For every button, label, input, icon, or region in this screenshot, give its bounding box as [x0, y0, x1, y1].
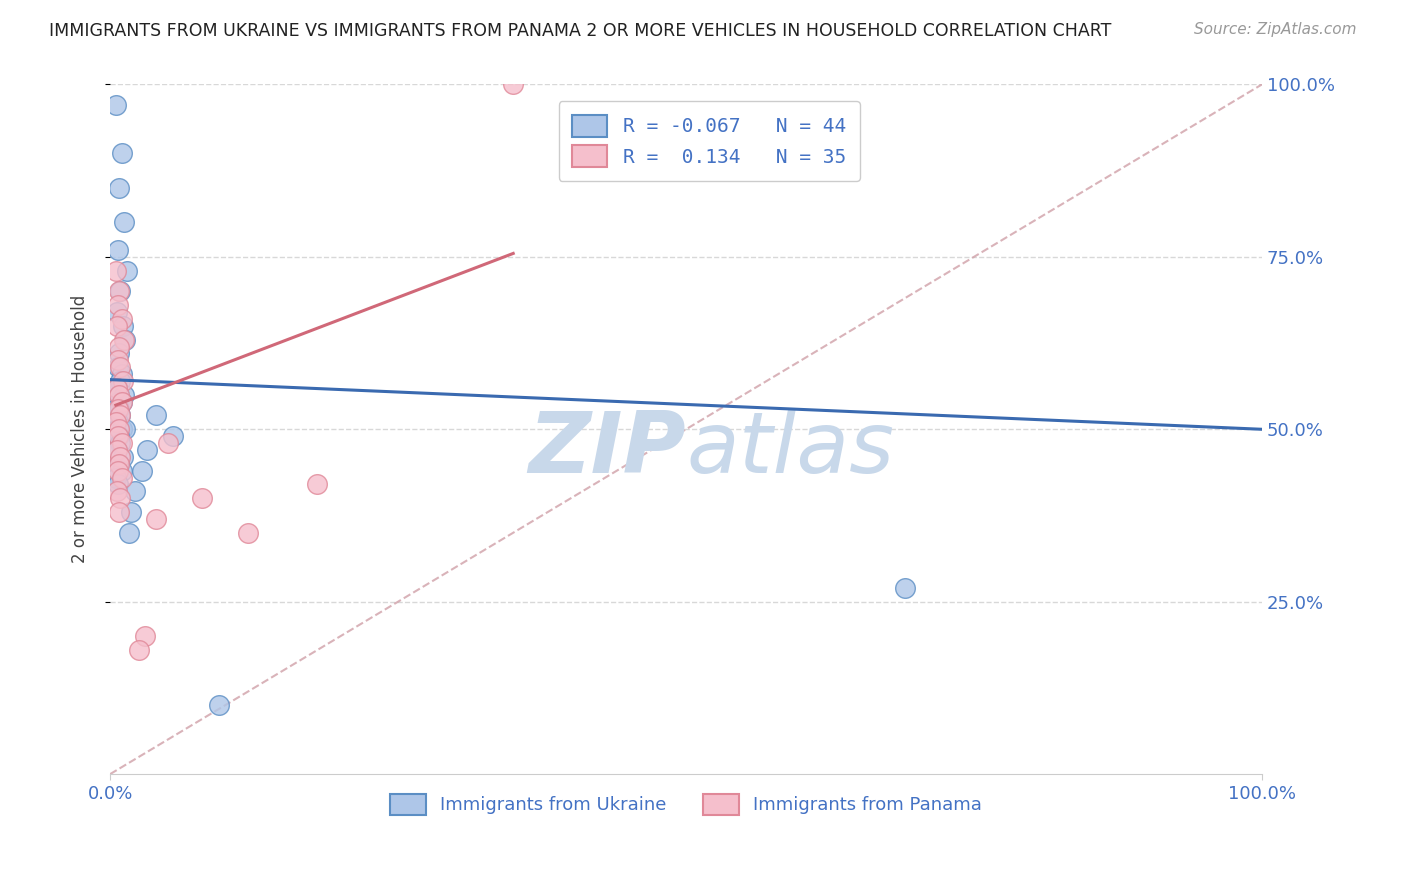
Point [110, 146, 132, 161]
Point [111, 450, 134, 464]
Point [110, 409, 132, 423]
Point [112, 388, 135, 402]
Point [110, 450, 132, 464]
Point [110, 312, 132, 326]
Point [208, 698, 231, 713]
Point [136, 442, 159, 457]
Point [124, 484, 146, 499]
Point [108, 285, 131, 299]
Text: Source: ZipAtlas.com: Source: ZipAtlas.com [1194, 22, 1357, 37]
Legend: Immigrants from Ukraine, Immigrants from Panama: Immigrants from Ukraine, Immigrants from… [381, 785, 991, 823]
Point [107, 429, 129, 443]
Point [105, 442, 128, 457]
Point [120, 505, 142, 519]
Point [110, 374, 132, 388]
Point [107, 353, 129, 368]
Point [104, 401, 127, 416]
Point [110, 360, 132, 375]
Point [107, 360, 129, 375]
Point [110, 285, 132, 299]
Point [134, 629, 156, 643]
Point [108, 401, 131, 416]
Point [107, 298, 129, 312]
Point [894, 581, 917, 595]
Point [105, 422, 128, 436]
Point [108, 429, 131, 443]
Point [110, 464, 132, 478]
Point [114, 422, 136, 436]
Point [145, 409, 167, 423]
Point [105, 381, 128, 395]
Point [112, 333, 135, 347]
Point [131, 464, 153, 478]
Point [104, 416, 127, 430]
Text: IMMIGRANTS FROM UKRAINE VS IMMIGRANTS FROM PANAMA 2 OR MORE VEHICLES IN HOUSEHOL: IMMIGRANTS FROM UKRAINE VS IMMIGRANTS FR… [49, 22, 1112, 40]
Point [105, 484, 128, 499]
Point [107, 394, 129, 409]
Text: ZIP: ZIP [529, 409, 686, 491]
Point [108, 422, 131, 436]
Point [104, 263, 127, 277]
Point [110, 394, 132, 409]
Text: atlas: atlas [686, 409, 894, 491]
Point [108, 388, 131, 402]
Point [108, 457, 131, 471]
Point [104, 98, 127, 112]
Point [110, 436, 132, 450]
Point [107, 243, 129, 257]
Point [108, 346, 131, 360]
Point [112, 215, 135, 229]
Point [108, 181, 131, 195]
Point [111, 374, 134, 388]
Point [108, 505, 131, 519]
Point [108, 388, 131, 402]
Point [191, 491, 214, 506]
Y-axis label: 2 or more Vehicles in Household: 2 or more Vehicles in Household [72, 295, 89, 564]
Point [105, 381, 128, 395]
Point [145, 512, 167, 526]
Point [128, 643, 150, 657]
Point [105, 318, 128, 333]
Point [502, 78, 524, 92]
Point [117, 263, 139, 277]
Point [107, 401, 129, 416]
Point [108, 339, 131, 353]
Point [110, 394, 132, 409]
Point [107, 429, 129, 443]
Point [105, 442, 128, 457]
Point [238, 525, 260, 540]
Point [104, 470, 127, 484]
Point [110, 409, 132, 423]
Point [110, 491, 132, 506]
Point [162, 429, 184, 443]
Point [110, 422, 132, 436]
Point [110, 436, 132, 450]
Point [107, 477, 129, 491]
Point [107, 464, 129, 478]
Point [307, 477, 329, 491]
Point [110, 367, 132, 381]
Point [156, 436, 179, 450]
Point [117, 525, 139, 540]
Point [108, 457, 131, 471]
Point [111, 318, 134, 333]
Point [110, 470, 132, 484]
Point [114, 333, 136, 347]
Point [107, 416, 129, 430]
Point [105, 305, 128, 319]
